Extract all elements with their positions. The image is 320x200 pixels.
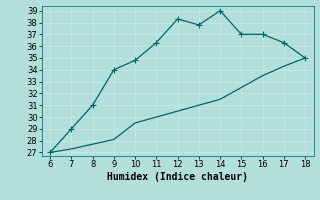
X-axis label: Humidex (Indice chaleur): Humidex (Indice chaleur)	[107, 172, 248, 182]
